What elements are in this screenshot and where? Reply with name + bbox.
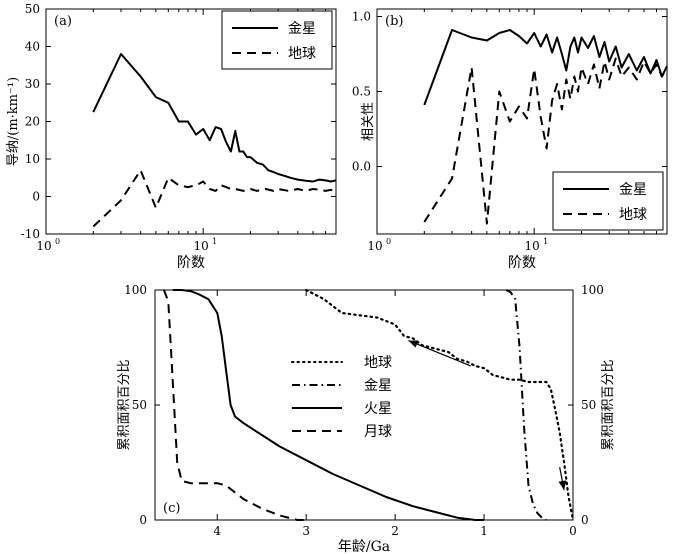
legend-label: 月球	[364, 424, 392, 440]
y-tick-label-right: 100	[581, 283, 604, 297]
series-line-地球	[92, 169, 337, 228]
x-tick-label: 1	[480, 524, 488, 538]
y-tick-label: 1.0	[352, 10, 371, 24]
legend-label: 地球	[364, 355, 392, 371]
y-tick-label: 100	[124, 283, 147, 297]
x-tick-label: 10	[36, 239, 51, 253]
legend-box	[221, 10, 333, 70]
y-axis-label: 导纳/(m·km⁻¹)	[6, 77, 21, 166]
legend-label: 地球	[288, 46, 316, 62]
y-tick-label: 50	[25, 2, 40, 16]
legend-label: 金星	[619, 182, 647, 198]
arrow-shaft	[408, 340, 471, 367]
legend-label: 金星	[364, 378, 392, 394]
y-tick-label: 0	[139, 513, 147, 527]
legend-label: 地球	[619, 207, 647, 223]
series-line-地球	[305, 288, 575, 522]
x-tick-label: 4	[213, 524, 221, 538]
y-axis-label: 相关性	[361, 102, 376, 141]
arrow-head	[558, 480, 567, 491]
x-axis-label: 年龄/Ga	[338, 539, 390, 554]
arrow-head	[408, 340, 419, 348]
series-line-金星	[423, 29, 668, 106]
y-tick-label: 10	[25, 152, 40, 166]
y-axis-label-right: 累积面积百分比	[601, 359, 616, 450]
x-tick-label-exponent: 0	[386, 237, 391, 246]
legend-label: 火星	[364, 401, 392, 417]
x-tick-label: 2	[391, 524, 399, 538]
y-tick-label: 0	[32, 190, 40, 204]
x-tick-label: 10	[367, 239, 382, 253]
y-tick-label: 20	[25, 115, 40, 129]
x-axis-label: 阶数	[508, 255, 536, 271]
x-tick-label: 10	[194, 239, 209, 253]
legend-box	[552, 171, 664, 231]
y-tick-label-right: 50	[581, 398, 596, 412]
series-line-金星	[92, 53, 337, 183]
series-line-火星	[172, 289, 485, 521]
x-tick-label-exponent: 1	[543, 237, 548, 246]
panel-label: (b)	[385, 14, 403, 29]
series-line-地球	[423, 57, 668, 225]
y-tick-label: 30	[25, 77, 40, 91]
y-tick-label: 0.5	[352, 85, 371, 99]
legend-label: 金星	[288, 21, 316, 37]
x-axis-label: 阶数	[177, 255, 205, 271]
x-tick-label-exponent: 0	[55, 237, 60, 246]
series-line-金星	[505, 289, 547, 521]
y-tick-label: 0.0	[352, 160, 371, 174]
y-tick-label: 40	[25, 40, 40, 54]
plot-frame	[376, 8, 668, 235]
series-line-月球	[162, 289, 307, 521]
panel-label: (c)	[163, 501, 180, 516]
x-tick-label: 10	[525, 239, 540, 253]
panel-label: (a)	[54, 14, 72, 29]
y-tick-label: 50	[132, 398, 147, 412]
x-tick-label-exponent: 1	[212, 237, 217, 246]
x-tick-label: 0	[569, 524, 577, 538]
y-tick-label-right: 0	[581, 513, 589, 527]
y-tick-label: -10	[21, 227, 40, 241]
y-axis-label: 累积面积百分比	[117, 359, 132, 450]
x-tick-label: 3	[302, 524, 310, 538]
